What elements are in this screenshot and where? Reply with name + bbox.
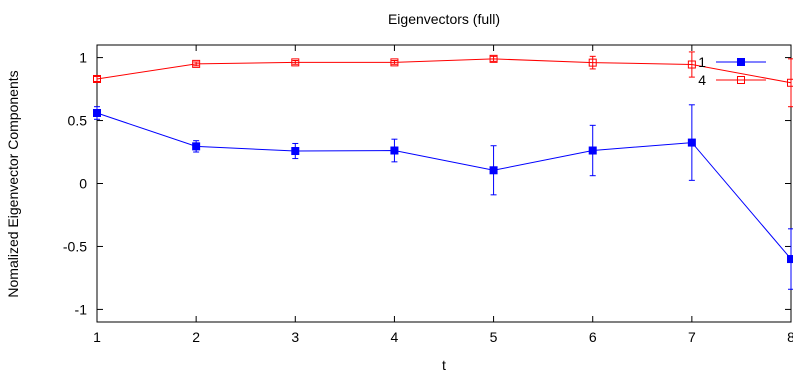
data-point	[787, 78, 793, 87]
data-point	[687, 138, 696, 147]
data-point	[192, 59, 201, 68]
legend: 14	[698, 54, 766, 88]
x-tick-label: 6	[589, 329, 597, 345]
chart-title: Eigenvectors (full)	[388, 11, 500, 27]
y-tick-label: -0.5	[63, 238, 87, 254]
axis-ticks: 1 2 3 4 5 6 7 8 1 0.5 0 -0.5 -1	[63, 45, 793, 345]
x-tick-label: 1	[93, 329, 101, 345]
x-tick-label: 3	[291, 329, 299, 345]
series-line	[96, 112, 792, 260]
x-tick-label: 7	[688, 329, 696, 345]
x-axis-label: t	[442, 357, 446, 373]
y-tick-label: 0.5	[68, 113, 88, 129]
data-point	[390, 146, 399, 155]
data-point	[588, 58, 597, 67]
y-axis-label: Nomalized Eigenvector Components	[5, 70, 21, 297]
y-tick-label: 0	[79, 176, 87, 192]
legend-marker	[737, 76, 745, 84]
series-2	[93, 51, 793, 108]
x-tick-label: 8	[787, 329, 793, 345]
data-point	[291, 147, 300, 156]
data-point	[93, 108, 101, 117]
data-point	[787, 255, 793, 264]
legend-label: 4	[698, 72, 706, 88]
x-tick-label: 4	[391, 329, 399, 345]
series-line	[96, 58, 792, 84]
data-point	[489, 166, 498, 175]
data-point	[93, 74, 101, 83]
data-point	[489, 54, 498, 63]
data-point	[687, 60, 696, 69]
data-point	[291, 58, 300, 67]
plot-frame	[96, 44, 792, 323]
series-1	[93, 104, 793, 290]
data-point	[192, 142, 201, 151]
x-tick-label: 5	[490, 329, 498, 345]
legend-marker	[737, 58, 745, 66]
legend-label: 1	[698, 54, 706, 70]
x-tick-label: 2	[192, 329, 200, 345]
data-point	[390, 58, 399, 67]
y-tick-label: -1	[75, 301, 88, 317]
series-layer	[93, 51, 793, 290]
data-point	[588, 146, 597, 155]
y-tick-label: 1	[79, 50, 87, 66]
